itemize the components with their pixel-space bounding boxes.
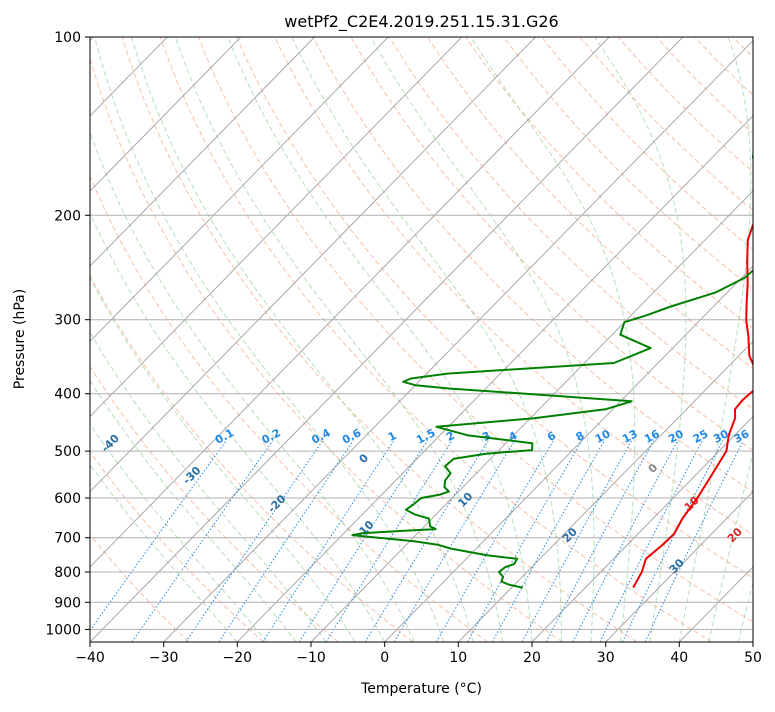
isotherm xyxy=(0,24,548,654)
y-tick-label: 1000 xyxy=(45,622,81,638)
x-tick-label: −20 xyxy=(223,650,253,666)
moist-adiabat-label: 30 xyxy=(771,553,775,573)
x-tick-label: 30 xyxy=(597,650,615,666)
y-tick-label: 600 xyxy=(54,491,81,507)
moist-adiabat xyxy=(35,37,385,642)
mixing-ratio-label: 10 xyxy=(593,427,613,446)
mixing-ratio-label: 16 xyxy=(642,427,662,446)
mixing-ratio-line xyxy=(573,441,678,642)
mixing-ratio-label: 20 xyxy=(666,427,686,446)
mixing-ratio-label: 0.1 xyxy=(213,426,236,447)
sounding-profiles xyxy=(352,37,775,588)
isotherm xyxy=(0,24,475,654)
isotherm xyxy=(78,24,696,654)
mixing-ratio-label: 1 xyxy=(386,429,399,444)
isotherm xyxy=(0,24,328,654)
moist-adiabat xyxy=(471,37,635,642)
dry-adiabat xyxy=(0,37,264,642)
x-tick-label: 0 xyxy=(380,650,389,666)
moist-adiabat xyxy=(228,37,532,642)
dry-adiabat xyxy=(656,37,775,642)
dry-adiabat xyxy=(580,37,775,642)
dry-adiabat xyxy=(427,37,775,642)
x-axis-label: Temperature (°C) xyxy=(360,681,482,697)
mixing-ratio-label: 6 xyxy=(545,429,558,444)
mixing-ratio-line xyxy=(263,441,394,642)
mixing-ratio-label: 1.5 xyxy=(414,426,437,447)
mixing-ratio-label: 0.6 xyxy=(340,426,364,447)
x-tick-label: 50 xyxy=(744,650,762,666)
y-tick-label: 800 xyxy=(54,565,81,581)
y-tick-label: 300 xyxy=(54,313,81,329)
mixing-ratio-line xyxy=(492,441,604,642)
dry-adiabat xyxy=(771,37,775,642)
dry-adiabat xyxy=(466,37,775,642)
reference-line-labels: 0.10.20.40.611.52346810131620253036-100-… xyxy=(0,20,775,604)
dry-adiabat xyxy=(0,37,189,642)
moist-adiabat xyxy=(738,37,775,642)
x-tick-label: 20 xyxy=(523,650,541,666)
moist-adiabat xyxy=(0,37,326,642)
dry-adiabat-label: -20 xyxy=(265,492,288,515)
moist-adiabat xyxy=(0,37,296,642)
moist-adiabat xyxy=(95,37,444,642)
dry-adiabat xyxy=(313,37,775,642)
moist-adiabat xyxy=(595,37,686,642)
dry-adiabat-label: 10 xyxy=(455,490,475,510)
dry-adiabat xyxy=(46,37,488,642)
y-axis-ticks: 100 200 300 400 500 600 700 800 900 1000 xyxy=(45,30,90,638)
dry-adiabat xyxy=(275,37,775,642)
dry-adiabat xyxy=(8,37,413,642)
x-tick-label: 10 xyxy=(449,650,467,666)
mixing-ratio-line xyxy=(436,441,553,642)
y-tick-label: 500 xyxy=(54,444,81,460)
moist-adiabat xyxy=(292,37,562,642)
isotherm xyxy=(299,24,775,654)
dry-adiabat-label: 0 xyxy=(357,451,372,466)
x-tick-label: 40 xyxy=(670,650,688,666)
moist-adiabat xyxy=(132,37,473,642)
moist-adiabat xyxy=(0,37,267,642)
isotherm xyxy=(741,24,775,654)
mixing-ratio-line xyxy=(219,441,353,642)
dewpoint-profile xyxy=(352,37,775,588)
x-axis-ticks: −40 −30 −20 −10 0 10 20 30 40 50 xyxy=(75,642,762,666)
dry-adiabat xyxy=(694,37,775,642)
moist-adiabat xyxy=(0,37,237,642)
moist-adiabat xyxy=(371,37,594,642)
moist-adiabat xyxy=(175,37,502,642)
dry-adiabat xyxy=(504,37,775,642)
y-tick-label: 100 xyxy=(54,30,81,46)
mixing-ratio-label: 8 xyxy=(574,429,587,444)
x-tick-label: −10 xyxy=(296,650,326,666)
mixing-ratio-line xyxy=(186,441,323,642)
dry-adiabat-label: -50 xyxy=(21,395,44,418)
chart-title: wetPf2_C2E4.2019.251.15.31.G26 xyxy=(284,12,558,32)
y-tick-label: 700 xyxy=(54,531,81,547)
dry-adiabat xyxy=(122,37,637,642)
y-axis-label: Pressure (hPa) xyxy=(12,289,28,389)
x-tick-label: −40 xyxy=(75,650,105,666)
x-tick-label: −30 xyxy=(149,650,179,666)
moist-adiabat-label: 0 xyxy=(646,461,661,476)
dry-adiabat xyxy=(351,37,775,642)
y-tick-label: 400 xyxy=(54,387,81,403)
mixing-ratio-line xyxy=(365,441,488,642)
dry-adiabat xyxy=(733,37,775,642)
mixing-ratio-label: 36 xyxy=(732,427,752,446)
dry-adiabat-label: 20 xyxy=(560,525,580,545)
mixing-ratio-label: 25 xyxy=(691,427,711,446)
y-tick-label: 200 xyxy=(54,208,81,224)
mixing-ratio-line xyxy=(522,441,632,642)
isotherm xyxy=(5,24,623,654)
background-lines xyxy=(0,24,775,654)
y-tick-label: 900 xyxy=(54,595,81,611)
isotherm xyxy=(373,24,775,654)
dry-adiabat xyxy=(198,37,775,642)
moist-adiabat xyxy=(10,37,355,642)
mixing-ratio-line xyxy=(326,441,452,642)
isotherm xyxy=(0,24,401,654)
